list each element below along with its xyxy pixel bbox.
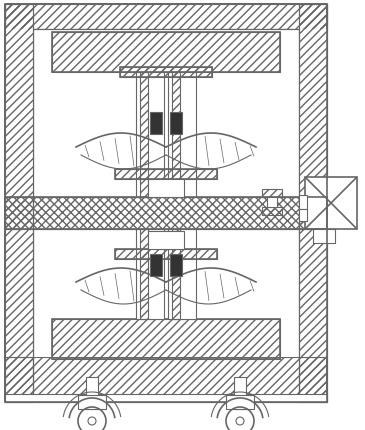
- Bar: [136, 73, 164, 197]
- Bar: [172, 230, 180, 319]
- Bar: [5, 230, 33, 357]
- Bar: [115, 169, 217, 180]
- Bar: [115, 249, 217, 259]
- Bar: [115, 249, 217, 259]
- Bar: [170, 113, 182, 135]
- Bar: [299, 5, 327, 197]
- Bar: [168, 230, 196, 319]
- Bar: [262, 190, 282, 197]
- Bar: [262, 208, 282, 215]
- Bar: [168, 73, 196, 197]
- Bar: [5, 197, 327, 230]
- Bar: [120, 68, 212, 78]
- Bar: [5, 5, 33, 197]
- Bar: [78, 395, 106, 409]
- Bar: [5, 394, 327, 402]
- Bar: [5, 30, 33, 197]
- Bar: [5, 5, 33, 402]
- Bar: [150, 113, 162, 135]
- Bar: [33, 30, 299, 322]
- Bar: [140, 73, 148, 197]
- Bar: [52, 33, 280, 73]
- Bar: [170, 255, 182, 276]
- Bar: [5, 230, 33, 357]
- Bar: [86, 377, 98, 409]
- Bar: [120, 68, 212, 78]
- Bar: [5, 357, 327, 402]
- Bar: [115, 169, 217, 180]
- Bar: [52, 33, 280, 73]
- Bar: [136, 230, 164, 319]
- Bar: [33, 30, 299, 399]
- Bar: [299, 230, 327, 357]
- Bar: [267, 197, 277, 208]
- Bar: [305, 178, 357, 230]
- Bar: [52, 319, 280, 359]
- Bar: [299, 30, 327, 197]
- Bar: [52, 319, 280, 359]
- Bar: [172, 73, 180, 197]
- Bar: [148, 231, 184, 249]
- Bar: [5, 197, 327, 230]
- Bar: [226, 395, 254, 409]
- Bar: [299, 196, 307, 209]
- Bar: [299, 5, 327, 402]
- Bar: [299, 209, 307, 221]
- Bar: [148, 180, 184, 197]
- Bar: [299, 230, 327, 357]
- Bar: [5, 5, 327, 402]
- Bar: [140, 230, 148, 319]
- Bar: [5, 5, 327, 30]
- Bar: [33, 322, 299, 357]
- Bar: [313, 230, 335, 243]
- Bar: [234, 377, 246, 409]
- Bar: [150, 255, 162, 276]
